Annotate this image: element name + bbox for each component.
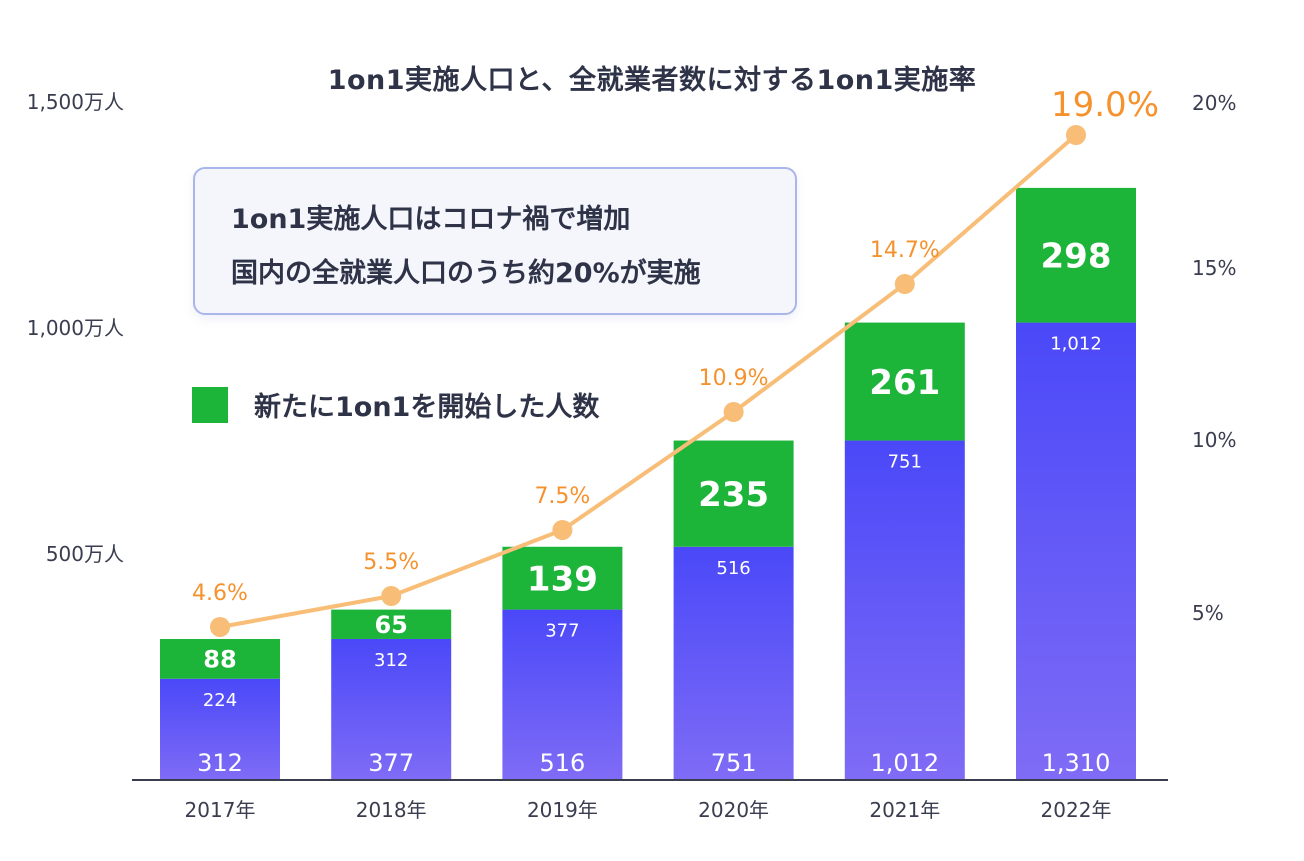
bar-new-2 [502,546,623,610]
bar-existing-5 [1016,322,1136,780]
y-left-tick-label: 500万人 [46,542,124,566]
bar-new-0 [160,638,280,679]
legend: 新たに1on1を開始した人数 [192,385,599,424]
new-value-label: 139 [527,559,598,599]
y-right-tick-label: 20% [1192,91,1236,115]
existing-value-label: 312 [374,650,408,671]
callout-line-2: 国内の全就業人口のうち約20%が実施 [231,258,701,289]
bar-existing-3 [673,546,794,780]
total-value-label: 1,310 [1042,749,1111,777]
existing-value-label: 377 [545,621,579,642]
rate-point [552,520,573,540]
callout-box: 1on1実施人口はコロナ禍で増加 国内の全就業人口のうち約20%が実施 [193,167,797,315]
total-value-label: 1,012 [870,749,939,777]
y-left-tick-label: 1,000万人 [27,316,124,340]
legend-swatch-new [192,386,228,423]
total-value-label: 751 [711,749,757,777]
total-value-label: 312 [197,749,243,777]
legend-label-new: 新たに1on1を開始した人数 [254,392,600,423]
new-value-label: 65 [374,611,407,639]
bar-existing-4 [844,440,965,780]
bar-existing-0 [160,678,280,780]
total-value-label: 516 [539,749,585,777]
rate-label: 4.6% [192,581,248,606]
y-right-tick-label: 5% [1192,601,1224,625]
total-value-label: 377 [368,749,414,777]
x-tick-label: 2021年 [869,798,940,822]
new-value-label: 261 [869,363,940,403]
rate-label: 14.7% [870,238,940,263]
y-right-tick-label: 15% [1192,256,1236,280]
y-right-tick-label: 10% [1192,428,1236,452]
new-value-label: 235 [698,475,769,515]
bar-existing-2 [502,609,623,780]
x-tick-label: 2017年 [185,798,256,822]
rate-point [894,274,915,294]
rate-label: 10.9% [699,366,769,391]
bar-new-5 [1016,187,1136,323]
rate-point [723,402,744,422]
chart-title: 1on1実施人口と、全就業者数に対する1on1実施率 [327,65,977,96]
x-tick-label: 2020年 [698,798,769,822]
bar-new-3 [673,440,794,547]
rate-label: 19.0% [1051,85,1159,125]
bar-new-1 [331,609,452,639]
existing-value-label: 516 [716,558,750,579]
y-left-tick-label: 1,500万人 [27,90,124,114]
x-tick-label: 2022年 [1041,798,1112,822]
rate-label: 5.5% [363,550,419,575]
existing-value-label: 224 [203,690,237,711]
bar-new-4 [844,322,965,441]
rate-point [210,617,230,637]
x-tick-label: 2019年 [527,798,598,822]
new-value-label: 88 [203,646,236,674]
x-tick-label: 2018年 [356,798,427,822]
rate-label: 7.5% [534,484,590,509]
rate-point [1066,125,1086,145]
existing-value-label: 751 [888,452,922,473]
new-value-label: 298 [1041,236,1112,276]
rate-line [219,133,1078,629]
bar-existing-1 [331,638,452,780]
rate-point [381,586,402,606]
callout-line-1: 1on1実施人口はコロナ禍で増加 [231,204,631,235]
existing-value-label: 1,012 [1050,334,1102,355]
